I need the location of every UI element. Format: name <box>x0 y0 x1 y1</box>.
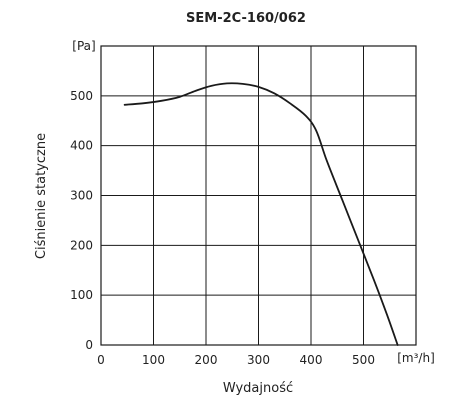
grid-lines <box>101 46 416 345</box>
y-tick-label: 0 <box>85 338 93 352</box>
fan-curve-line <box>123 82 399 346</box>
plot-frame <box>100 45 417 346</box>
x-unit-label: [m³/h] <box>397 351 435 365</box>
y-tick-label: 200 <box>70 238 93 252</box>
y-tick-label: 500 <box>70 89 93 103</box>
y-tick-label: 400 <box>70 139 93 153</box>
chart-title: SEM-2C-160/062 <box>186 11 306 26</box>
x-tick-label: 500 <box>352 353 375 367</box>
y-unit-label: [Pa] <box>72 39 95 53</box>
y-tick-label: 300 <box>70 189 93 203</box>
x-tick-label: 0 <box>97 353 105 367</box>
x-tick-label: 400 <box>300 353 323 367</box>
tick-labels: 0 100 200 300 400 500 0 100 200 300 400 500 <box>70 89 375 367</box>
x-tick-label: 300 <box>247 353 270 367</box>
y-tick-label: 100 <box>70 288 93 302</box>
x-axis-title: Wydajność <box>223 381 293 396</box>
x-tick-label: 200 <box>195 353 218 367</box>
y-axis-title: Ciśnienie statyczne <box>34 133 49 259</box>
x-tick-label: 100 <box>142 353 165 367</box>
